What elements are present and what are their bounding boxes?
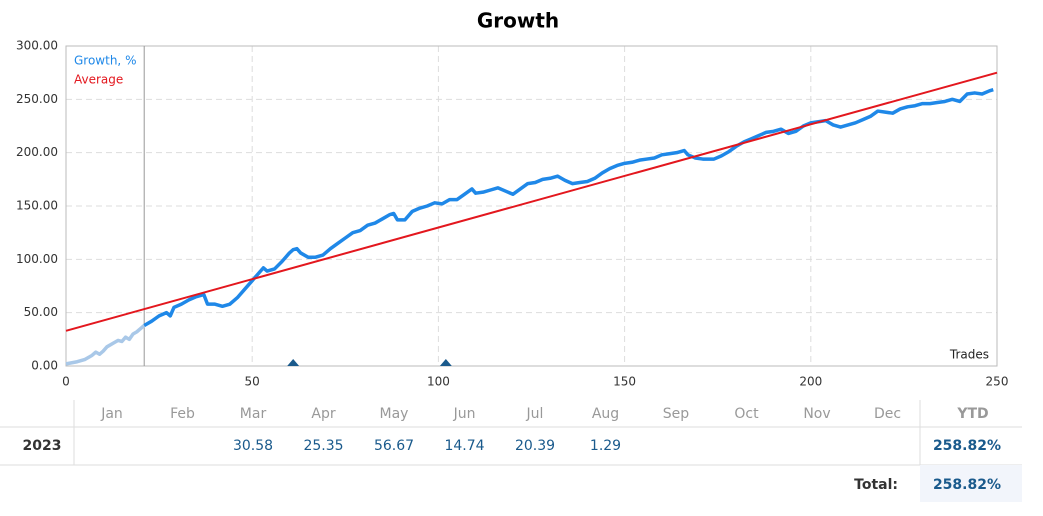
legend-entry: Growth, % xyxy=(74,54,136,68)
table-header: Jul xyxy=(526,406,544,422)
table-cell: 56.67 xyxy=(374,438,414,454)
table: Jan Feb Mar Apr May Jun Jul Aug Sep Oct Nov Dec YTD 2… xyxy=(0,400,1022,502)
y-tick-label: 100.00 xyxy=(16,252,58,266)
chart-title: Growth xyxy=(477,9,559,33)
plot-border xyxy=(65,45,998,367)
table-header: Mar xyxy=(240,406,267,422)
table-cell: 258.82% xyxy=(933,438,1001,454)
trade-marker xyxy=(439,359,452,366)
series-line xyxy=(143,88,994,327)
table-cell: 14.74 xyxy=(444,438,484,454)
y-tick-label: 0.00 xyxy=(31,359,58,373)
table-header: Oct xyxy=(734,406,759,422)
total-label: Total: xyxy=(854,477,898,493)
y-tick-label: 250.00 xyxy=(16,92,58,106)
table-header: Dec xyxy=(874,406,901,422)
legend-entry: Average xyxy=(74,73,123,87)
table-cell: 2023 xyxy=(23,438,62,454)
series-line xyxy=(65,324,146,366)
table-header: Sep xyxy=(663,406,690,422)
table-cell: 25.35 xyxy=(303,438,343,454)
y-tick-label: 300.00 xyxy=(16,39,58,53)
x-tick-label: 250 xyxy=(986,375,1009,389)
table-cell: 30.58 xyxy=(233,438,273,454)
table-header: Nov xyxy=(803,406,830,422)
trade-marker xyxy=(287,359,300,366)
table-header: Jan xyxy=(100,406,123,422)
table-header: Aug xyxy=(592,406,619,422)
table-header: Apr xyxy=(311,406,335,422)
total-value: 258.82% xyxy=(933,477,1001,493)
table-cell: 1.29 xyxy=(590,438,621,454)
x-tick-label: 50 xyxy=(245,375,260,389)
y-tick-label: 200.00 xyxy=(16,145,58,159)
x-tick-label: 200 xyxy=(799,375,822,389)
table-header: May xyxy=(380,406,409,422)
x-tick-label: 100 xyxy=(427,375,450,389)
table-header: YTD xyxy=(956,406,988,422)
table-header: Feb xyxy=(170,406,195,422)
x-tick-label: 0 xyxy=(62,375,70,389)
x-tick-label: 150 xyxy=(613,375,636,389)
y-tick-label: 150.00 xyxy=(16,199,58,213)
y-tick-label: 50.00 xyxy=(24,305,58,319)
series-line xyxy=(65,71,998,332)
x-axis-label: Trades xyxy=(949,348,989,362)
table-cell: 20.39 xyxy=(515,438,555,454)
total-cell xyxy=(920,465,1022,502)
table-header: Jun xyxy=(453,406,476,422)
